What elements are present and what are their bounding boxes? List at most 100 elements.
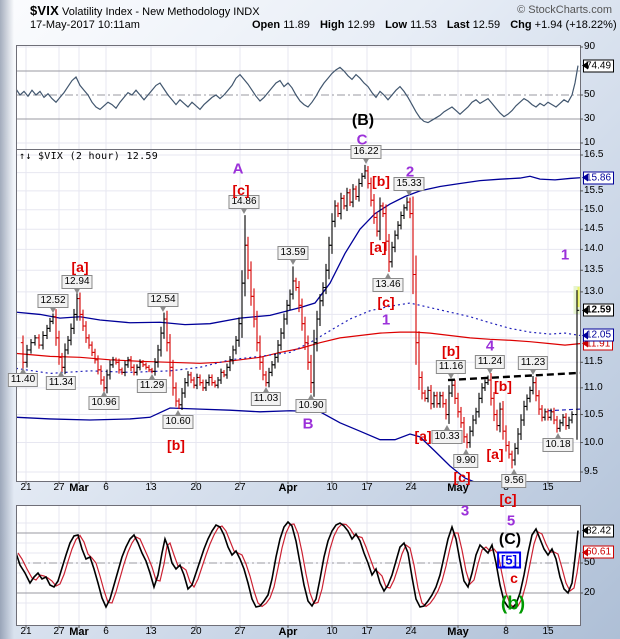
- main-chart-label: ↑↓ $VIX (2 hour) 12.59: [19, 151, 159, 162]
- callout-pointer: [19, 368, 27, 376]
- rsi-value-label: 74.49: [581, 59, 615, 73]
- last-value: 12.59: [472, 19, 501, 31]
- callout-pointer: [443, 424, 451, 432]
- elliott-annotation: [5]: [497, 551, 521, 569]
- main-price-panel: [16, 149, 581, 482]
- callout-pointer: [262, 387, 270, 395]
- elliott-annotation: [b]: [167, 437, 185, 453]
- callout-pointer: [174, 410, 182, 418]
- ohlc-quote: Open 11.89 High 12.99 Low 11.53 Last 12.…: [245, 19, 620, 31]
- callout-pointer: [362, 156, 370, 164]
- elliott-annotation: [a]: [414, 428, 432, 444]
- x-axis-label: May: [447, 626, 469, 638]
- price-callout: 10.33: [431, 429, 463, 444]
- chg-label: Chg: [510, 19, 532, 31]
- stochastic-panel: [16, 505, 581, 626]
- price-callout: 13.59: [277, 246, 309, 261]
- x-axis-label: 27: [53, 482, 65, 493]
- x-axis-label: 13: [145, 482, 157, 493]
- callout-pointer: [529, 367, 537, 375]
- axis-value-label: 15.86: [581, 171, 615, 185]
- stoch-axis-tick: 50: [584, 557, 596, 568]
- x-axis-label: 6: [103, 626, 109, 637]
- elliott-annotation: c: [510, 570, 518, 586]
- rsi-axis-tick: 50: [584, 89, 596, 100]
- price-axis-tick: 11.0: [584, 381, 603, 393]
- elliott-annotation: [a]: [71, 259, 89, 275]
- elliott-annotation: 1: [560, 246, 570, 264]
- x-axis-label: 17: [361, 626, 373, 637]
- price-callout: 10.60: [162, 415, 194, 430]
- x-axis-label: Apr: [278, 482, 298, 494]
- price-callout: 10.90: [295, 399, 327, 414]
- rsi-axis-tick: 10: [584, 137, 596, 148]
- x-axis-label: May: [447, 482, 469, 494]
- open-label: Open: [252, 19, 281, 31]
- price-callout: 11.03: [250, 392, 282, 407]
- callout-pointer: [307, 394, 315, 402]
- callout-pointer: [405, 189, 413, 197]
- price-axis-tick: 15.5: [584, 184, 604, 196]
- price-callout: 12.94: [61, 274, 93, 289]
- x-axis-label: 15: [542, 482, 554, 493]
- price-callout: 11.29: [136, 378, 168, 393]
- x-axis-label: 6: [103, 482, 109, 493]
- high-label: High: [319, 19, 345, 31]
- price-axis-tick: 13.5: [584, 264, 604, 276]
- x-axis-label: 27: [234, 482, 246, 493]
- price-callout: 11.23: [517, 355, 549, 370]
- x-axis-label: 27: [234, 626, 246, 637]
- axis-value-label: 12.59: [581, 303, 615, 317]
- elliott-annotation: B: [302, 415, 314, 433]
- x-axis-label: 13: [145, 626, 157, 637]
- rsi-axis-tick: 30: [584, 113, 596, 124]
- callout-pointer: [384, 272, 392, 280]
- callout-pointer: [57, 371, 65, 379]
- callout-pointer: [462, 449, 470, 457]
- x-axis-label: 24: [405, 626, 417, 637]
- x-axis-label: 8: [503, 626, 509, 637]
- price-callout: 11.34: [45, 376, 77, 391]
- elliott-annotation: A: [232, 160, 244, 178]
- symbol-name: Volatility Index - New Methodology: [62, 6, 231, 18]
- elliott-annotation: [b]: [494, 378, 512, 394]
- exchange: INDX: [233, 6, 260, 18]
- price-axis-tick: 13.0: [584, 285, 604, 297]
- price-axis-tick: 16.5: [584, 149, 604, 160]
- low-value: 11.53: [410, 19, 437, 31]
- elliott-annotation: [b]: [372, 173, 390, 189]
- price-axis-tick: 10.0: [584, 436, 604, 448]
- callout-pointer: [447, 371, 455, 379]
- callout-pointer: [289, 258, 297, 266]
- stoch-red-value-label: 60.61: [581, 545, 615, 559]
- rsi-panel: [16, 45, 581, 150]
- elliott-annotation: [c]: [232, 182, 250, 198]
- elliott-annotation: 1: [381, 311, 391, 329]
- x-axis-label: Mar: [69, 482, 89, 494]
- elliott-annotation: [a]: [486, 446, 504, 462]
- symbol: $VIX: [30, 3, 59, 18]
- x-axis-label: 21: [20, 626, 32, 637]
- rsi-axis-tick: 90: [584, 41, 596, 52]
- callout-pointer: [73, 286, 81, 294]
- price-callout: 9.90: [453, 454, 479, 469]
- x-axis-label: Apr: [278, 626, 298, 638]
- chart-header: $VIX Volatility Index - New Methodology …: [30, 3, 614, 19]
- open-value: 11.89: [283, 19, 310, 31]
- datetime: 17-May-2017 10:11am: [30, 19, 140, 31]
- elliott-annotation: 2: [405, 163, 415, 181]
- price-callout: 11.40: [7, 373, 39, 388]
- axis-value-label: 12.05: [581, 328, 615, 342]
- stoch-axis-tick: 20: [584, 587, 596, 598]
- x-axis-label: 20: [190, 482, 202, 493]
- x-axis-label: 15: [542, 626, 554, 637]
- x-axis-label: 24: [405, 482, 417, 493]
- elliott-annotation: [c]: [377, 294, 395, 310]
- callout-pointer: [49, 305, 57, 313]
- price-callout: 10.96: [88, 395, 120, 410]
- price-axis-tick: 14.0: [584, 243, 604, 255]
- x-axis-label: 20: [190, 626, 202, 637]
- elliott-annotation: [c]: [499, 491, 517, 507]
- price-callout: 14.86: [228, 195, 260, 210]
